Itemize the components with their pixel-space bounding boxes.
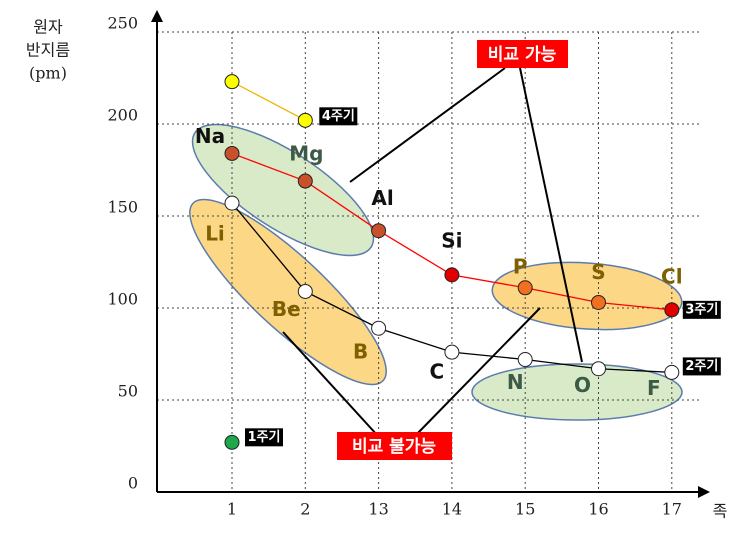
callout-lines: [282, 67, 583, 437]
x-tick-label: 1: [227, 500, 237, 519]
period-tag: [319, 107, 358, 126]
x-tick-label: 16: [588, 500, 608, 519]
x-tick-label: 2: [300, 500, 310, 519]
element-label: Mg: [289, 142, 323, 166]
element-label: Cl: [661, 264, 683, 288]
data-point: [371, 223, 387, 239]
annotation: 비교 가능: [488, 45, 557, 65]
y-axis-label: 반지름: [26, 41, 70, 60]
element-label: Si: [441, 228, 462, 252]
annotation-box: [477, 40, 568, 68]
data-point: [224, 195, 240, 211]
data-point: [444, 344, 460, 360]
annotation: 비교 불가능: [352, 437, 436, 457]
data-point: [224, 74, 240, 90]
x-axis-label: 족: [713, 502, 728, 521]
y-tick-label: 200: [107, 106, 138, 125]
element-label: C: [430, 360, 445, 384]
data-point: [591, 361, 606, 377]
x-tick-label: 13: [368, 500, 388, 519]
period-tag: [245, 428, 283, 447]
data-point: [297, 112, 313, 128]
element-label: Li: [205, 222, 225, 246]
callout-line: [519, 67, 583, 363]
element-label: Al: [371, 186, 393, 210]
axis-arrow: [698, 486, 710, 498]
data-point: [591, 294, 606, 310]
period-label: 1주기: [248, 430, 281, 445]
y-tick-label: 150: [107, 198, 138, 217]
annotation-box: [337, 432, 452, 460]
data-point: [664, 364, 680, 380]
element-label: Na: [195, 124, 225, 148]
element-label: B: [353, 340, 368, 364]
element-label: S: [591, 260, 605, 284]
data-point: [517, 352, 533, 368]
x-tick-label: 17: [662, 500, 682, 519]
data-point: [224, 434, 240, 450]
period-tag: [682, 357, 721, 376]
element-label: F: [647, 376, 661, 400]
callout-line: [414, 307, 541, 437]
data-point: [444, 267, 460, 283]
element-label: O: [574, 373, 591, 397]
element-label: N: [507, 370, 524, 394]
y-axis-label: 원자: [33, 18, 63, 37]
ellipse-green: [471, 363, 683, 421]
data-point: [297, 283, 313, 299]
data-point: [224, 145, 240, 161]
data-point: [297, 173, 313, 189]
y-tick-label: 50: [118, 382, 138, 401]
ellipse-yellow: [189, 198, 387, 386]
x-tick-label: 15: [515, 500, 535, 519]
y-tick-label: 250: [107, 14, 138, 33]
callout-line: [349, 67, 506, 183]
x-tick-label: 14: [442, 500, 462, 519]
element-label: P: [513, 254, 528, 278]
period-label: 2주기: [685, 359, 718, 374]
y-axis-label: (pm): [29, 64, 67, 83]
data-point: [664, 302, 680, 318]
period-tag: [682, 300, 721, 319]
highlights: [189, 123, 683, 421]
y-tick-label: 0: [128, 474, 138, 493]
ellipse-yellow: [491, 261, 683, 331]
series-line: [231, 81, 306, 121]
data-point: [517, 280, 533, 296]
period-label: 3주기: [685, 302, 718, 317]
period-label: 4주기: [322, 109, 355, 124]
y-tick-label: 100: [107, 290, 138, 309]
element-label: Be: [272, 297, 301, 321]
data-point: [371, 320, 387, 336]
callout-line: [282, 331, 379, 437]
axis-arrow: [151, 10, 163, 22]
